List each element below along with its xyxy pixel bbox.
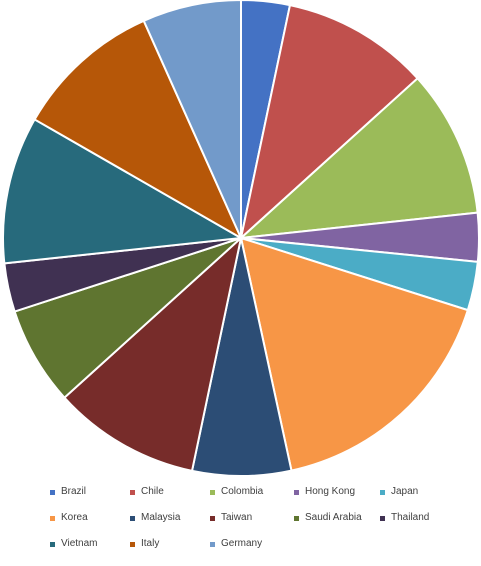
legend-item-korea: Korea [50,512,130,524]
legend-item-germany: Germany [210,538,294,550]
legend-swatch [130,489,135,495]
legend-label: Saudi Arabia [305,512,362,523]
legend-label: Malaysia [141,512,181,523]
legend-label: Italy [141,538,160,549]
legend-label: Vietnam [61,538,98,549]
legend-swatch [130,541,135,547]
pie-slice-taiwan [63,235,243,473]
legend-swatch [210,489,215,495]
legend-label: Colombia [221,486,264,497]
legend-label: Japan [391,486,419,497]
legend-item-brazil: Brazil [50,486,130,498]
legend-item-taiwan: Taiwan [210,512,294,524]
legend-item-italy: Italy [130,538,210,550]
legend-swatch [380,489,385,495]
legend-item-thailand: Thailand [380,512,460,524]
legend-item-saudi-arabia: Saudi Arabia [294,512,380,524]
legend-label: Hong Kong [305,486,356,497]
legend-item-malaysia: Malaysia [130,512,210,524]
legend-item-hong-kong: Hong Kong [294,486,380,498]
pie-slice-chile [239,3,419,241]
legend-label: Germany [221,538,263,549]
legend-label: Taiwan [221,512,253,523]
legend-swatch [50,489,55,495]
legend-swatch [380,515,385,521]
legend-swatch [130,515,135,521]
legend-label: Brazil [61,486,87,497]
legend-swatch [50,515,55,521]
legend-item-vietnam: Vietnam [50,538,130,550]
legend-swatch [50,541,55,547]
chart-legend: Brazil Chile Colombia Hong Kong Japan Korea Ma… [50,486,470,550]
pie-slice-germany [142,0,242,239]
legend-label: Thailand [391,512,430,523]
pie-slice-colombia [238,76,479,240]
legend-swatch [294,515,299,521]
legend-swatch [210,515,215,521]
legend-item-colombia: Colombia [210,486,294,498]
pie-slice-korea [239,236,470,472]
legend-item-japan: Japan [380,486,460,498]
legend-swatch [210,541,215,547]
legend-item-chile: Chile [130,486,210,498]
legend-label: Korea [61,512,88,523]
pie-slice-vietnam [2,118,245,265]
legend-swatch [294,489,299,495]
legend-label: Chile [141,486,164,497]
pie-slice-italy [33,19,244,241]
